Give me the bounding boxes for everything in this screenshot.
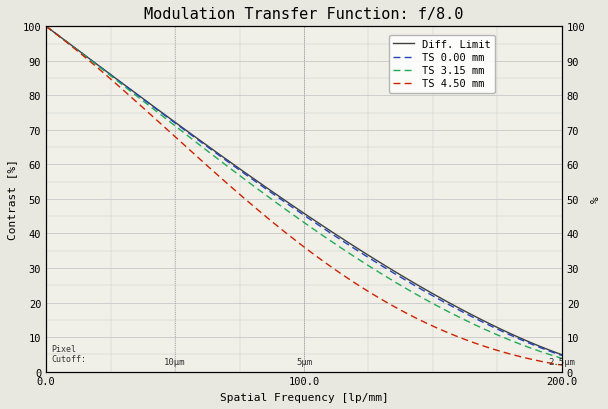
Text: 10μm: 10μm [164, 357, 186, 366]
Title: Modulation Transfer Function: f/8.0: Modulation Transfer Function: f/8.0 [144, 7, 464, 22]
Text: Pixel
Cutoff:: Pixel Cutoff: [51, 344, 86, 364]
Y-axis label: %: % [591, 196, 601, 203]
Y-axis label: Contrast [%]: Contrast [%] [7, 159, 17, 240]
Text: 5μm: 5μm [296, 357, 312, 366]
Legend: Diff. Limit, TS 0.00 mm, TS 3.15 mm, TS 4.50 mm: Diff. Limit, TS 0.00 mm, TS 3.15 mm, TS … [389, 36, 495, 93]
X-axis label: Spatial Frequency [lp/mm]: Spatial Frequency [lp/mm] [219, 392, 389, 402]
Text: 2.5μm: 2.5μm [548, 357, 575, 366]
